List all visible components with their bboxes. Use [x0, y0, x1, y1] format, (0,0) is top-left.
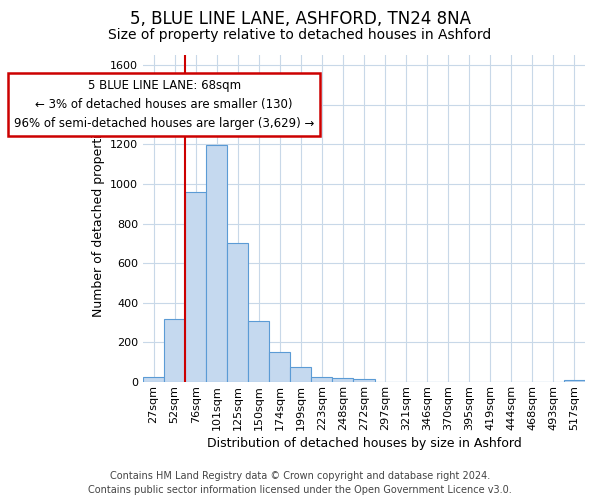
Bar	[269, 352, 290, 382]
Bar	[311, 377, 332, 382]
Bar	[143, 377, 164, 382]
Bar	[164, 318, 185, 382]
Text: 5, BLUE LINE LANE, ASHFORD, TN24 8NA: 5, BLUE LINE LANE, ASHFORD, TN24 8NA	[130, 10, 470, 28]
Text: Contains HM Land Registry data © Crown copyright and database right 2024.
Contai: Contains HM Land Registry data © Crown c…	[88, 471, 512, 495]
Bar	[206, 145, 227, 382]
Bar	[227, 244, 248, 382]
X-axis label: Distribution of detached houses by size in Ashford: Distribution of detached houses by size …	[206, 437, 521, 450]
Bar	[185, 192, 206, 382]
Y-axis label: Number of detached properties: Number of detached properties	[92, 120, 104, 317]
Bar	[353, 379, 374, 382]
Bar	[564, 380, 585, 382]
Bar	[332, 378, 353, 382]
Bar	[248, 320, 269, 382]
Bar	[290, 368, 311, 382]
Text: Size of property relative to detached houses in Ashford: Size of property relative to detached ho…	[109, 28, 491, 42]
Text: 5 BLUE LINE LANE: 68sqm
← 3% of detached houses are smaller (130)
96% of semi-de: 5 BLUE LINE LANE: 68sqm ← 3% of detached…	[14, 79, 314, 130]
